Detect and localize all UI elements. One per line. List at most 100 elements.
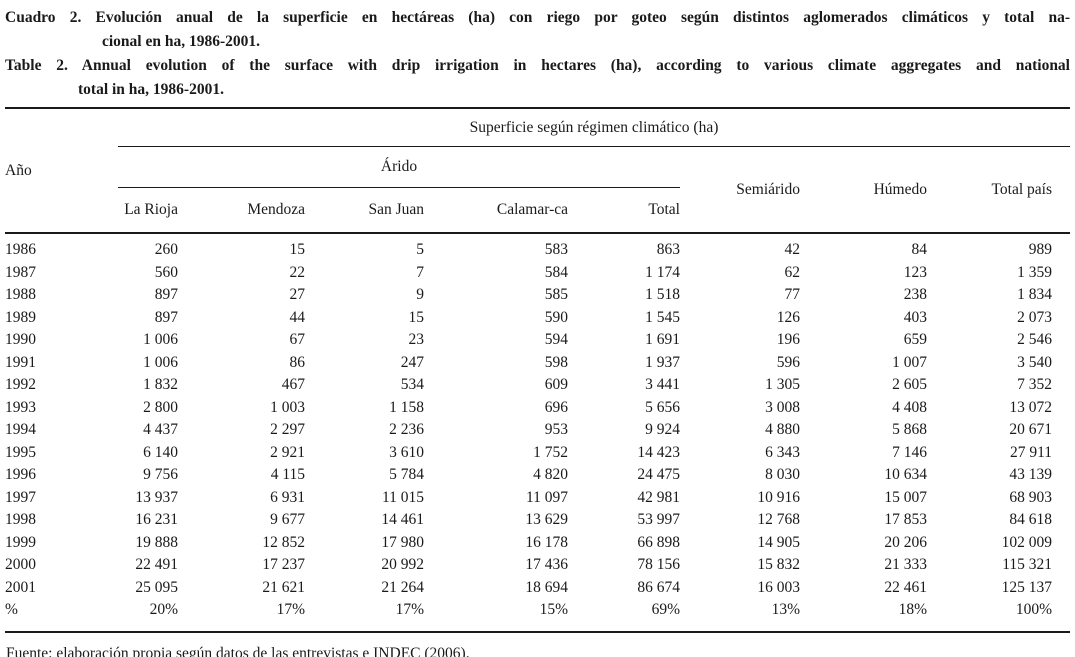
value-cell: 21 264 bbox=[381, 578, 424, 596]
header-row-group: Año Superficie según régimen climático (… bbox=[5, 108, 1071, 179]
value-cell: 21 621 bbox=[262, 578, 305, 596]
caption-es-line2: cional en ha, 1986-2001. bbox=[102, 33, 261, 50]
value-cell: 11 015 bbox=[381, 488, 424, 506]
value-cell: 66 898 bbox=[637, 533, 680, 551]
col-header-humedo: Húmedo bbox=[873, 180, 927, 198]
header-row-provinces: La Rioja Mendoza San Juan Calamar-ca Tot… bbox=[5, 188, 1070, 234]
col-header-arido-total: Total bbox=[648, 201, 680, 218]
table-row: % 20% 17% 17% 15% 69% 13% 18% 100% bbox=[5, 599, 1070, 632]
value-cell: 1 006 bbox=[143, 353, 178, 371]
year-cell: 1989 bbox=[5, 308, 36, 326]
value-cell: 22 491 bbox=[135, 556, 178, 573]
year-cell: 1986 bbox=[5, 241, 36, 258]
value-cell: 560 bbox=[154, 263, 178, 281]
value-cell: 4 437 bbox=[143, 421, 178, 438]
value-cell: 13 629 bbox=[525, 511, 568, 528]
value-cell: 953 bbox=[544, 421, 568, 438]
value-cell: 8 030 bbox=[765, 466, 800, 483]
year-cell: 1994 bbox=[5, 421, 36, 438]
value-cell: 25 095 bbox=[135, 578, 178, 596]
value-cell: 67 bbox=[289, 331, 306, 348]
value-cell: 22 461 bbox=[884, 578, 927, 596]
caption-en-line1: Table 2. Annual evolution of the surface… bbox=[5, 57, 1070, 74]
value-cell: 583 bbox=[544, 241, 568, 258]
value-cell: 5 784 bbox=[389, 466, 424, 483]
year-cell: 1991 bbox=[5, 353, 36, 371]
value-cell: 15 bbox=[289, 241, 306, 258]
value-cell: 2 073 bbox=[1017, 308, 1053, 326]
value-cell: 77 bbox=[784, 286, 801, 303]
value-cell: 68 903 bbox=[1009, 488, 1053, 506]
value-cell: 4 115 bbox=[270, 466, 305, 483]
table-row: 1989 897 44 15 590 1 545 126 403 2 073 bbox=[5, 307, 1070, 330]
col-header-san-juan: San Juan bbox=[368, 201, 424, 218]
value-cell: 9 bbox=[416, 286, 424, 303]
value-cell: 2 921 bbox=[270, 443, 305, 461]
climate-group-header: Superficie según régimen climático (ha) bbox=[118, 108, 1071, 147]
value-cell: 78 156 bbox=[637, 556, 680, 573]
value-cell: 123 bbox=[903, 263, 927, 281]
table-body: 1986 260 15 5 583 863 42 84 989 1987 560 22 7 584 1 17… bbox=[5, 233, 1071, 632]
year-cell: 1988 bbox=[5, 286, 36, 303]
caption-es-line1: Cuadro 2. Evolución anual de la superfic… bbox=[5, 9, 1070, 26]
col-header-total-pais: Total país bbox=[991, 180, 1053, 198]
value-cell: 126 bbox=[776, 308, 800, 326]
value-cell: 1 305 bbox=[765, 376, 800, 393]
value-cell: 7 146 bbox=[892, 443, 927, 461]
table-header: Año Superficie según régimen climático (… bbox=[5, 108, 1071, 234]
value-cell: 5 656 bbox=[645, 398, 680, 416]
value-cell: 84 bbox=[911, 241, 928, 258]
value-cell: 9 924 bbox=[645, 421, 680, 438]
value-cell: 467 bbox=[281, 376, 305, 393]
col-header-mendoza: Mendoza bbox=[247, 201, 305, 218]
value-cell: 42 bbox=[784, 241, 801, 258]
value-cell: 27 911 bbox=[1009, 443, 1053, 461]
value-cell: 53 997 bbox=[637, 511, 680, 528]
value-cell: 86 674 bbox=[637, 578, 680, 596]
value-cell: 15 832 bbox=[757, 556, 800, 573]
value-cell: 9 756 bbox=[143, 466, 178, 483]
value-cell: 2 546 bbox=[1017, 331, 1053, 348]
value-cell: 1 752 bbox=[533, 443, 568, 461]
value-cell: 115 321 bbox=[1002, 556, 1053, 573]
year-cell: 1990 bbox=[5, 331, 36, 348]
year-column-header: Año bbox=[5, 161, 32, 179]
table-row: 1992 1 832 467 534 609 3 441 1 305 2 605 7 352 bbox=[5, 374, 1070, 397]
value-cell: 69% bbox=[651, 601, 680, 618]
table-row: 1996 9 756 4 115 5 784 4 820 24 475 8 030 10 63… bbox=[5, 464, 1070, 487]
value-cell: 12 768 bbox=[757, 511, 800, 528]
col-header-la-rioja: La Rioja bbox=[124, 201, 178, 218]
table-row: 1987 560 22 7 584 1 174 62 123 1 359 bbox=[5, 262, 1070, 285]
value-cell: 10 634 bbox=[884, 466, 927, 483]
value-cell: 86 bbox=[289, 353, 306, 371]
table-row: 1997 13 937 6 931 11 015 11 097 42 981 10 916 1… bbox=[5, 487, 1070, 510]
table-row: 1991 1 006 86 247 598 1 937 596 1 007 3 540 bbox=[5, 352, 1070, 375]
value-cell: 534 bbox=[400, 376, 424, 393]
value-cell: 1 006 bbox=[143, 331, 178, 348]
value-cell: 3 610 bbox=[389, 443, 424, 461]
value-cell: 403 bbox=[903, 308, 927, 326]
value-cell: 20% bbox=[149, 601, 178, 618]
value-cell: 4 408 bbox=[892, 398, 927, 416]
value-cell: 2 236 bbox=[389, 421, 424, 438]
value-cell: 14 905 bbox=[757, 533, 800, 551]
value-cell: 585 bbox=[544, 286, 568, 303]
value-cell: 16 178 bbox=[525, 533, 568, 551]
value-cell: 84 618 bbox=[1009, 511, 1053, 528]
table-row: 1999 19 888 12 852 17 980 16 178 66 898 14 905… bbox=[5, 532, 1070, 555]
arido-group-header: Árido bbox=[118, 146, 680, 188]
value-cell: 1 518 bbox=[645, 286, 680, 303]
value-cell: 13 937 bbox=[135, 488, 178, 506]
source-note: Fuente: elaboración propia según datos d… bbox=[6, 644, 470, 657]
value-cell: 238 bbox=[903, 286, 927, 303]
value-cell: 12 852 bbox=[262, 533, 305, 551]
value-cell: 100% bbox=[1015, 601, 1053, 618]
value-cell: 3 540 bbox=[1017, 353, 1053, 371]
value-cell: 17% bbox=[395, 601, 424, 618]
value-cell: 13 072 bbox=[1009, 398, 1053, 416]
value-cell: 897 bbox=[154, 308, 178, 326]
value-cell: 16 003 bbox=[757, 578, 800, 596]
table-row: 1988 897 27 9 585 1 518 77 238 1 834 bbox=[5, 284, 1070, 307]
value-cell: 1 545 bbox=[645, 308, 680, 326]
value-cell: 17 237 bbox=[262, 556, 305, 573]
